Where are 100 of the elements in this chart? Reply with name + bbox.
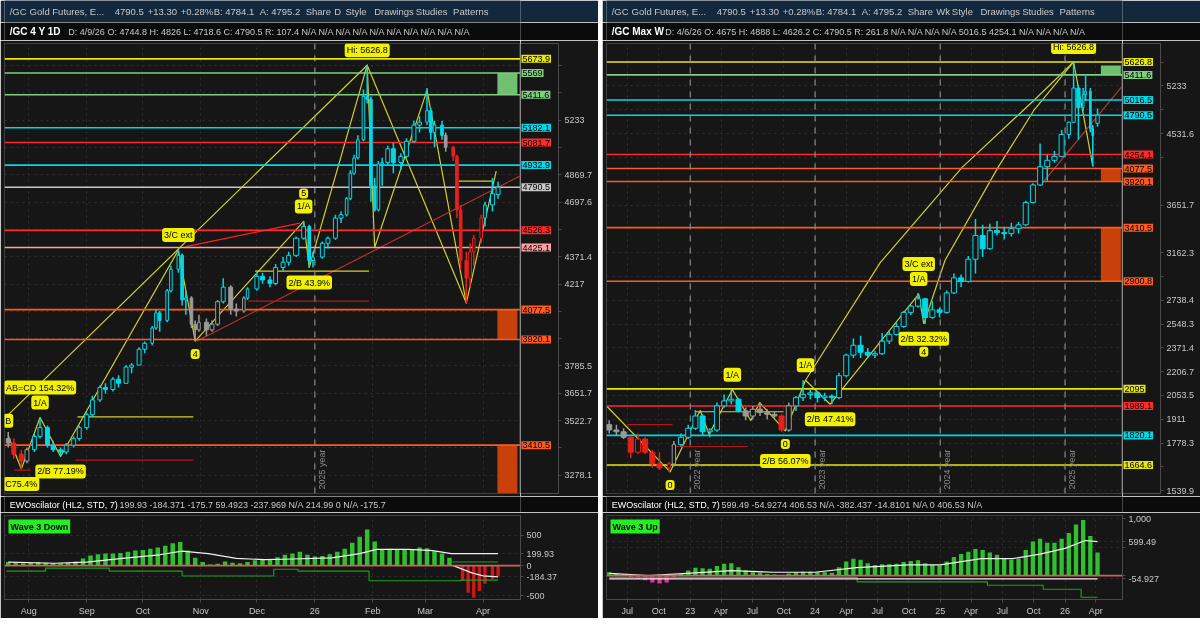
- text: +13.30: [749, 5, 780, 17]
- annotation: 1/A: [798, 360, 813, 371]
- x-tick-label: 23: [685, 605, 696, 616]
- ref-line-label: 2024 year: [942, 449, 953, 490]
- y-tick-label: 500: [526, 530, 542, 541]
- y-tick-label: 5233: [564, 115, 585, 126]
- ref-line-label: 5626.8: [1124, 56, 1153, 67]
- annotation: 2/B 47.41%: [806, 414, 854, 425]
- ref-line-label: 4790.5: [522, 182, 551, 193]
- ref-line-label: 5411.6: [1124, 69, 1152, 80]
- y-tick-label: 2371.4: [1166, 342, 1195, 353]
- annotation: Hi: 5626.8: [1053, 41, 1095, 52]
- annotation: 1/A: [296, 201, 311, 212]
- y-tick-label: 1911: [1166, 414, 1186, 425]
- ref-line-label: 2025 year: [1067, 449, 1078, 490]
- text: /GC: [9, 6, 27, 17]
- x-tick-label: Apr: [839, 605, 854, 616]
- chart-title: EWOscilator (HL2, STD, 7): [9, 499, 118, 510]
- y-tick-label: 0: [526, 560, 532, 571]
- y-tick-label: 2738.4: [1166, 295, 1195, 306]
- text: B: 4784.1: [815, 6, 857, 17]
- y-tick-label: 599.49: [1128, 536, 1157, 547]
- y-tick-label: 5233: [1166, 80, 1187, 91]
- ref-line-label: 4425.1: [522, 242, 551, 253]
- text: Share: [907, 6, 933, 17]
- x-tick-label: Sep: [78, 605, 95, 616]
- ref-line-label: 5081.7: [522, 137, 551, 148]
- ref-line-label: 1664.6: [1124, 459, 1153, 470]
- x-tick-label: Feb: [365, 605, 381, 616]
- annotation: 3/C ext: [164, 230, 194, 241]
- y-tick-label: -54.927: [1128, 573, 1160, 584]
- text: B: 4784.1: [213, 6, 255, 17]
- chart-title: /GC Max W: [611, 26, 665, 37]
- annotation: 0: [667, 479, 673, 490]
- annotation: C75.4%: [5, 479, 38, 489]
- x-tick-label: Nov: [192, 605, 210, 616]
- annotation: 4: [192, 349, 198, 360]
- y-tick-label: 4371.4: [564, 251, 593, 262]
- x-tick-label: 26: [309, 605, 320, 616]
- y-tick-label: 1778.3: [1166, 438, 1195, 449]
- y-tick-label: -184.37: [526, 571, 558, 582]
- ref-line-label: 2025 year: [316, 449, 327, 490]
- x-tick-label: Jul: [621, 605, 634, 616]
- y-tick-label: 4217: [564, 279, 585, 290]
- annotation: 1/A: [725, 369, 740, 380]
- y-tick-label: -500: [526, 590, 545, 601]
- ref-line-label: 4077.5: [1124, 163, 1153, 174]
- annotation: 2/B 43.9%: [288, 277, 331, 288]
- x-tick-label: Mar: [417, 605, 433, 616]
- annotation: 2/B 77.19%: [37, 466, 84, 477]
- chart-subtitle: D: 4/9/26 O: 4744.8 H: 4826 L: 4718.6 C: 4790.5 R: 107.4 N/A N/A N/A N/A N/A N/A N/A N/A N/A N/A: [68, 26, 470, 37]
- x-tick-label: Oct: [651, 605, 667, 616]
- ref-line-label: 5673.9: [522, 53, 551, 64]
- y-tick-label: 4697.6: [564, 197, 593, 208]
- text: Gold Futures, E...: [29, 6, 105, 17]
- y-tick-label: 2053.5: [1166, 390, 1195, 401]
- chart-subtitle: D: 4/6/26 O: 4675 H: 4888 L: 4626.2 C: 4790.5 R: 261.8 N/A N/A N/A N/A 5016.5 4254.1 N/A N/A N/A N/A: [665, 26, 1085, 37]
- ref-line-label: 1989.1: [1124, 401, 1153, 412]
- ref-line-label: 2023 year: [817, 449, 828, 490]
- x-tick-label: Jul: [746, 605, 758, 616]
- x-tick-label: 26: [1060, 605, 1071, 616]
- ref-line-label: 4526.3: [522, 225, 551, 236]
- chart-title: /GC 4 Y 1D: [9, 26, 61, 37]
- ref-line-label: 5411.6: [522, 89, 550, 100]
- y-tick-label: 1,000: [1128, 513, 1152, 524]
- annotation: 2/B 32.32%: [900, 333, 948, 344]
- ref-line-label: 4077.5: [522, 304, 551, 315]
- annotation: AB=CD 154.32%: [5, 382, 75, 393]
- text: /GC: [611, 6, 629, 17]
- annotation: 4: [921, 346, 927, 357]
- annotation: 1/A: [33, 397, 47, 408]
- text: Style: [345, 6, 367, 17]
- text: +0.28%: [782, 6, 816, 17]
- y-tick-label: 4531.6: [1166, 128, 1195, 139]
- annotation: B: [5, 415, 12, 426]
- text: 4790.5: [114, 5, 144, 17]
- y-tick-label: 3651.7: [564, 388, 593, 399]
- y-tick-label: 1539.9: [1166, 485, 1195, 496]
- text: Style: [951, 6, 973, 17]
- text: Studies: [1022, 6, 1055, 17]
- x-tick-label: Aug: [20, 605, 37, 616]
- chart-title: EWOscilator (HL2, STD, 7): [611, 499, 720, 510]
- text: Patterns: [1059, 6, 1096, 17]
- text: Share: [305, 6, 331, 17]
- x-tick-label: 25: [935, 605, 946, 616]
- y-tick-label: 3162.3: [1166, 247, 1195, 258]
- x-tick-label: Apr: [1088, 605, 1103, 616]
- ref-line-label: 4932.9: [522, 160, 551, 171]
- ref-line-label: 1820.1: [1124, 430, 1153, 441]
- text: Wk: [936, 6, 951, 17]
- ref-line-label: 2022 year: [692, 449, 703, 490]
- ref-line-label: 3410.5: [522, 440, 551, 451]
- y-tick-label: 3785.5: [564, 360, 593, 371]
- text: +0.28%: [180, 6, 214, 17]
- ref-line-label: 2900.8: [1124, 276, 1153, 287]
- text: Patterns: [453, 6, 489, 17]
- annotation: 0: [782, 438, 788, 449]
- text: Drawings: [980, 6, 1021, 17]
- annotation: 5: [301, 188, 307, 199]
- text: Gold Futures, E...: [631, 6, 707, 17]
